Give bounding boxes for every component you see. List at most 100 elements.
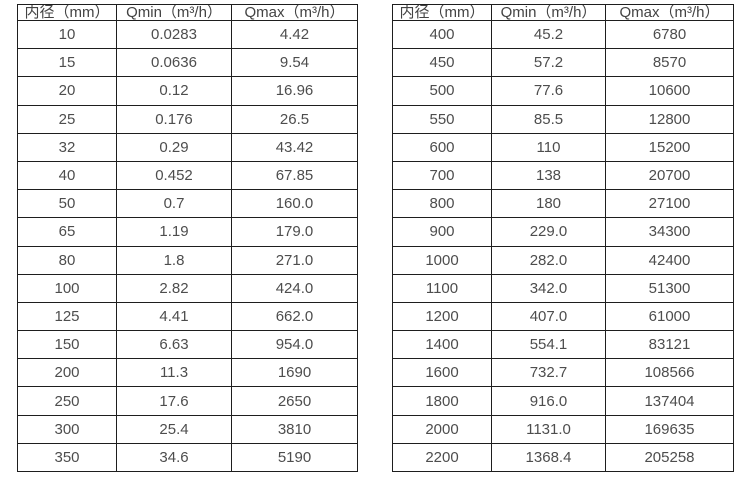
table-row: 700 138 20700 (392, 160, 734, 191)
table-cell: 282.0 (491, 245, 606, 275)
table-cell: 2200 (392, 442, 492, 473)
table-row: 250 17.6 2650 (17, 386, 358, 416)
table-cell: 6780 (605, 19, 734, 50)
table-cell: 6.63 (116, 330, 232, 360)
table-cell: 2000 (392, 414, 492, 444)
table-row: 15 0.0636 9.54 (17, 48, 358, 78)
table-cell: 662.0 (231, 301, 358, 332)
table-cell: 10600 (605, 76, 734, 106)
table-row: 150 6.63 954.0 (17, 330, 358, 360)
table-row: 125 4.41 662.0 (17, 301, 358, 332)
table-cell: 0.12 (116, 76, 232, 106)
table-row: 1200 407.0 61000 (392, 301, 734, 332)
table-row: 800 180 27100 (392, 189, 734, 219)
table-cell: 407.0 (491, 301, 606, 332)
table-row: 1600 732.7 108566 (392, 358, 734, 388)
table-cell: 2650 (231, 386, 358, 416)
spec-table-large-diameters: 内径（mm） Qmin（m³/h） Qmax（m³/h） 400 45.2 6780… (392, 4, 734, 473)
table-cell: 200 (17, 358, 117, 388)
table-cell: 138 (491, 160, 606, 191)
table-cell: 34.6 (116, 442, 232, 473)
table-row: 100 2.82 424.0 (17, 273, 358, 303)
table-row: 200 11.3 1690 (17, 358, 358, 388)
column-header-diameter: 内径（mm） (17, 4, 117, 21)
table-cell: 5190 (231, 442, 358, 473)
table-cell: 51300 (605, 273, 734, 303)
table-cell: 0.0283 (116, 19, 232, 50)
table-cell: 4.42 (231, 19, 358, 50)
table-cell: 85.5 (491, 104, 606, 134)
spec-table-small-diameters: 内径（mm） Qmin（m³/h） Qmax（m³/h） 10 0.0283 4.4… (17, 4, 358, 473)
table-cell: 10 (17, 19, 117, 50)
column-header-qmin: Qmin（m³/h） (491, 4, 606, 21)
table-header: 内径（mm） Qmin（m³/h） Qmax（m³/h） (392, 4, 734, 21)
table-cell: 1000 (392, 245, 492, 275)
table-cell: 34300 (605, 217, 734, 247)
table-cell: 100 (17, 273, 117, 303)
table-row: 500 77.6 10600 (392, 76, 734, 106)
table-cell: 26.5 (231, 104, 358, 134)
table-cell: 17.6 (116, 386, 232, 416)
table-row: 50 0.7 160.0 (17, 189, 358, 219)
table-cell: 43.42 (231, 132, 358, 162)
table-cell: 0.0636 (116, 48, 232, 78)
table-cell: 160.0 (231, 189, 358, 219)
table-cell: 169635 (605, 414, 734, 444)
table-cell: 1800 (392, 386, 492, 416)
table-cell: 20700 (605, 160, 734, 191)
table-row: 80 1.8 271.0 (17, 245, 358, 275)
table-header: 内径（mm） Qmin（m³/h） Qmax（m³/h） (17, 4, 358, 21)
table-cell: 4.41 (116, 301, 232, 332)
table-cell: 271.0 (231, 245, 358, 275)
table-cell: 0.29 (116, 132, 232, 162)
table-row: 450 57.2 8570 (392, 48, 734, 78)
column-header-qmax: Qmax（m³/h） (231, 4, 358, 21)
table-cell: 229.0 (491, 217, 606, 247)
table-cell: 342.0 (491, 273, 606, 303)
table-row: 2000 1131.0 169635 (392, 414, 734, 444)
table-row: 1100 342.0 51300 (392, 273, 734, 303)
table-row: 40 0.452 67.85 (17, 160, 358, 191)
table-cell: 550 (392, 104, 492, 134)
table-cell: 67.85 (231, 160, 358, 191)
table-cell: 554.1 (491, 330, 606, 360)
table-row: 350 34.6 5190 (17, 442, 358, 473)
table-cell: 15200 (605, 132, 734, 162)
table-cell: 3810 (231, 414, 358, 444)
table-cell: 179.0 (231, 217, 358, 247)
table-row: 65 1.19 179.0 (17, 217, 358, 247)
table-row: 1800 916.0 137404 (392, 386, 734, 416)
table-cell: 1100 (392, 273, 492, 303)
table-cell: 2.82 (116, 273, 232, 303)
table-cell: 424.0 (231, 273, 358, 303)
table-cell: 25.4 (116, 414, 232, 444)
table-row: 900 229.0 34300 (392, 217, 734, 247)
table-cell: 500 (392, 76, 492, 106)
table-cell: 600 (392, 132, 492, 162)
table-row: 600 110 15200 (392, 132, 734, 162)
table-cell: 1131.0 (491, 414, 606, 444)
table-row: 1000 282.0 42400 (392, 245, 734, 275)
table-cell: 32 (17, 132, 117, 162)
table-cell: 350 (17, 442, 117, 473)
table-cell: 110 (491, 132, 606, 162)
table-cell: 732.7 (491, 358, 606, 388)
column-header-diameter: 内径（mm） (392, 4, 492, 21)
table-cell: 900 (392, 217, 492, 247)
table-cell: 400 (392, 19, 492, 50)
table-row: 25 0.176 26.5 (17, 104, 358, 134)
table-cell: 205258 (605, 442, 734, 473)
table-cell: 800 (392, 189, 492, 219)
table-cell: 42400 (605, 245, 734, 275)
table-cell: 27100 (605, 189, 734, 219)
table-cell: 20 (17, 76, 117, 106)
table-cell: 61000 (605, 301, 734, 332)
table-cell: 125 (17, 301, 117, 332)
table-cell: 80 (17, 245, 117, 275)
column-header-qmax: Qmax（m³/h） (605, 4, 734, 21)
table-cell: 150 (17, 330, 117, 360)
table-header-row: 内径（mm） Qmin（m³/h） Qmax（m³/h） (17, 4, 358, 21)
table-cell: 65 (17, 217, 117, 247)
table-row: 400 45.2 6780 (392, 19, 734, 50)
table-cell: 50 (17, 189, 117, 219)
